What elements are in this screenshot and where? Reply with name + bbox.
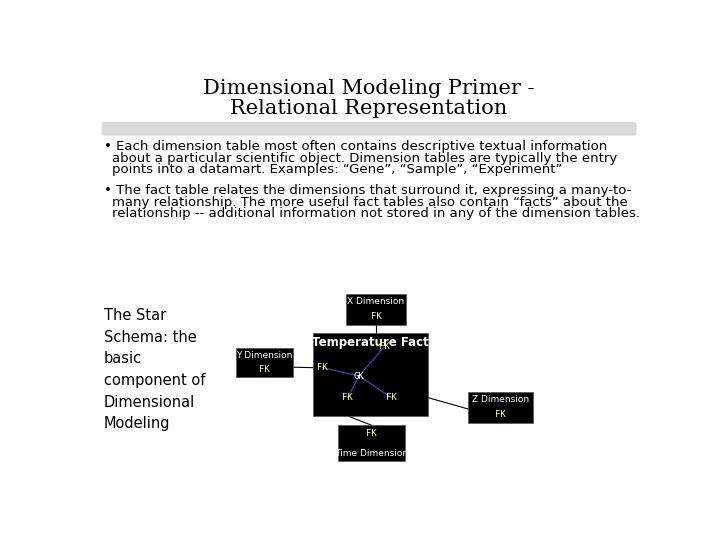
Text: FK: FK xyxy=(371,312,382,321)
Text: FK: FK xyxy=(317,363,328,372)
Text: Relational Representation: Relational Representation xyxy=(230,99,508,118)
Bar xyxy=(313,333,428,416)
Text: FK: FK xyxy=(259,364,270,374)
Bar xyxy=(235,348,293,377)
Text: • Each dimension table most often contains descriptive textual information: • Each dimension table most often contai… xyxy=(104,140,607,153)
Bar xyxy=(468,392,534,423)
Text: FK: FK xyxy=(379,342,390,351)
Text: X Dimension: X Dimension xyxy=(348,298,405,306)
Bar xyxy=(346,294,406,325)
Text: Temperature Fact: Temperature Fact xyxy=(312,336,429,349)
Text: Z Dimension: Z Dimension xyxy=(472,395,529,404)
Text: about a particular scientific object. Dimension tables are typically the entry: about a particular scientific object. Di… xyxy=(112,152,617,165)
FancyBboxPatch shape xyxy=(102,122,636,136)
Text: Dimensional Modeling Primer -: Dimensional Modeling Primer - xyxy=(203,79,535,98)
Text: relationship -- additional information not stored in any of the dimension tables: relationship -- additional information n… xyxy=(112,207,639,220)
Text: • The fact table relates the dimensions that surround it, expressing a many-to-: • The fact table relates the dimensions … xyxy=(104,184,631,197)
Text: FK: FK xyxy=(366,429,377,438)
Text: Y Dimension: Y Dimension xyxy=(236,351,292,360)
Text: FK: FK xyxy=(386,393,397,402)
Text: FK: FK xyxy=(495,410,506,419)
Text: Time Dimension: Time Dimension xyxy=(335,449,408,457)
Text: many relationship. The more useful fact tables also contain “facts” about the: many relationship. The more useful fact … xyxy=(112,195,627,208)
Text: The Star
Schema: the
basic
component of
Dimensional
Modeling: The Star Schema: the basic component of … xyxy=(104,308,205,431)
Text: GK: GK xyxy=(354,372,364,381)
Text: points into a datamart. Examples: “Gene”, “Sample”, “Experiment”: points into a datamart. Examples: “Gene”… xyxy=(112,164,562,177)
Bar xyxy=(338,425,405,461)
Text: FK: FK xyxy=(342,393,353,402)
